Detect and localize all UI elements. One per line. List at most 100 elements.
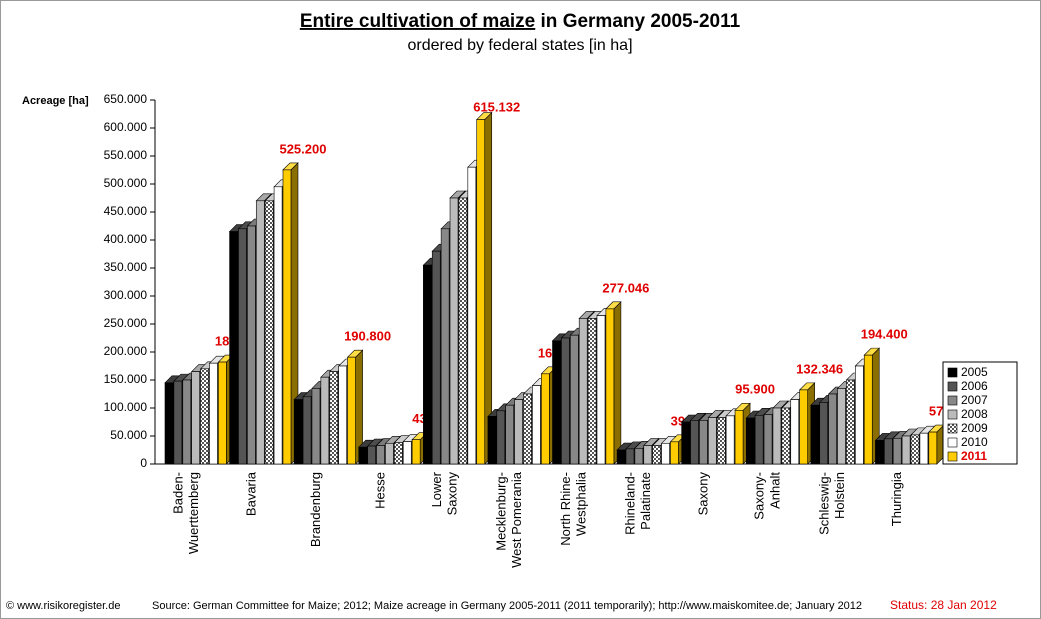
bar — [282, 169, 292, 465]
bar — [423, 264, 432, 465]
bar — [311, 388, 321, 465]
bar — [532, 385, 541, 465]
bar — [329, 371, 339, 465]
bar — [358, 446, 368, 465]
y-tick-label: 50.000 — [110, 428, 147, 442]
bar — [716, 417, 726, 465]
bar — [754, 414, 764, 465]
bar — [875, 440, 884, 465]
bar — [264, 200, 274, 465]
bar — [402, 441, 412, 465]
legend-label: 2005 — [961, 365, 988, 379]
bar — [652, 445, 661, 465]
bar — [182, 379, 192, 465]
bar — [901, 435, 911, 465]
x-tick-label: Bavaria — [243, 471, 258, 516]
bar — [376, 445, 385, 465]
bar — [229, 231, 238, 465]
bar — [855, 365, 864, 465]
bar — [541, 373, 550, 465]
y-tick-label: 450.000 — [104, 204, 148, 218]
bar — [338, 365, 347, 465]
bar — [928, 431, 938, 465]
bar — [846, 379, 855, 465]
bar — [819, 402, 829, 465]
bar — [505, 404, 515, 465]
bar — [790, 399, 800, 465]
legend-swatch — [947, 367, 958, 378]
bar — [273, 186, 283, 465]
value-label: 132.346 — [796, 361, 843, 376]
bar — [605, 308, 615, 465]
y-tick-label: 200.000 — [104, 344, 148, 358]
bar — [569, 334, 579, 465]
x-tick-label: North Rhine-Westphalia — [558, 471, 589, 545]
y-axis-label: Acreage [ha] — [22, 95, 89, 107]
bar — [837, 388, 846, 465]
legend-swatch — [947, 423, 958, 434]
bar — [173, 380, 183, 465]
bar — [514, 399, 523, 465]
bar — [164, 382, 174, 465]
x-tick-label: Thuringia — [889, 471, 904, 526]
bar — [200, 368, 209, 465]
bar — [561, 337, 570, 465]
legend-swatch — [947, 381, 958, 392]
y-tick-label: 400.000 — [104, 232, 148, 246]
title-main: Entire cultivation of maize — [300, 11, 535, 32]
bar — [487, 416, 497, 465]
legend-swatch — [947, 451, 958, 462]
bar — [476, 119, 486, 465]
legend-label: 2009 — [961, 421, 988, 435]
bar — [255, 200, 265, 465]
legend-label: 2011 — [961, 449, 987, 463]
y-tick-label: 0 — [140, 456, 147, 470]
bar — [587, 318, 597, 465]
y-tick-label: 500.000 — [104, 176, 148, 190]
bar — [643, 445, 653, 465]
bar — [810, 404, 820, 465]
bar — [320, 376, 330, 465]
legend-label: 2010 — [961, 435, 988, 449]
x-tick-label: Saxony-Anhalt — [752, 472, 783, 520]
y-tick-label: 250.000 — [104, 316, 148, 330]
value-label: 615.132 — [473, 99, 520, 114]
x-tick-label: Mecklenburg-West Pomerania — [494, 471, 525, 568]
bar — [218, 361, 227, 465]
bar — [892, 437, 902, 465]
bar — [523, 393, 532, 465]
y-tick-label: 650.000 — [104, 92, 148, 106]
legend-swatch — [947, 409, 958, 420]
bar — [828, 393, 837, 465]
bar — [616, 449, 626, 465]
source: Source: German Committee for Maize; 2012… — [152, 600, 862, 612]
bar — [411, 439, 421, 465]
bar — [238, 228, 247, 465]
bar — [884, 438, 893, 465]
bar — [385, 442, 394, 465]
y-tick-label: 100.000 — [104, 400, 148, 414]
bar — [449, 197, 459, 465]
bar — [681, 421, 690, 465]
legend-swatch — [947, 395, 958, 406]
copyright: © www.risikoregister.de — [6, 600, 120, 612]
bar — [725, 415, 735, 465]
bar — [496, 410, 506, 465]
bar — [191, 371, 200, 465]
value-label: 277.046 — [602, 280, 649, 295]
bar — [625, 448, 635, 465]
bar — [734, 409, 744, 465]
x-tick-label: Hesse — [372, 472, 387, 509]
status: Status: 28 Jan 2012 — [890, 598, 997, 612]
x-tick-label: Brandenburg — [308, 472, 323, 547]
legend-label: 2007 — [961, 393, 988, 407]
x-tick-label: Schleswig-Holstein — [817, 472, 848, 535]
bar — [799, 389, 808, 465]
bar — [458, 197, 468, 465]
legend-label: 2008 — [961, 407, 988, 421]
bar — [772, 407, 782, 465]
bar — [440, 228, 450, 465]
bar — [302, 396, 312, 465]
